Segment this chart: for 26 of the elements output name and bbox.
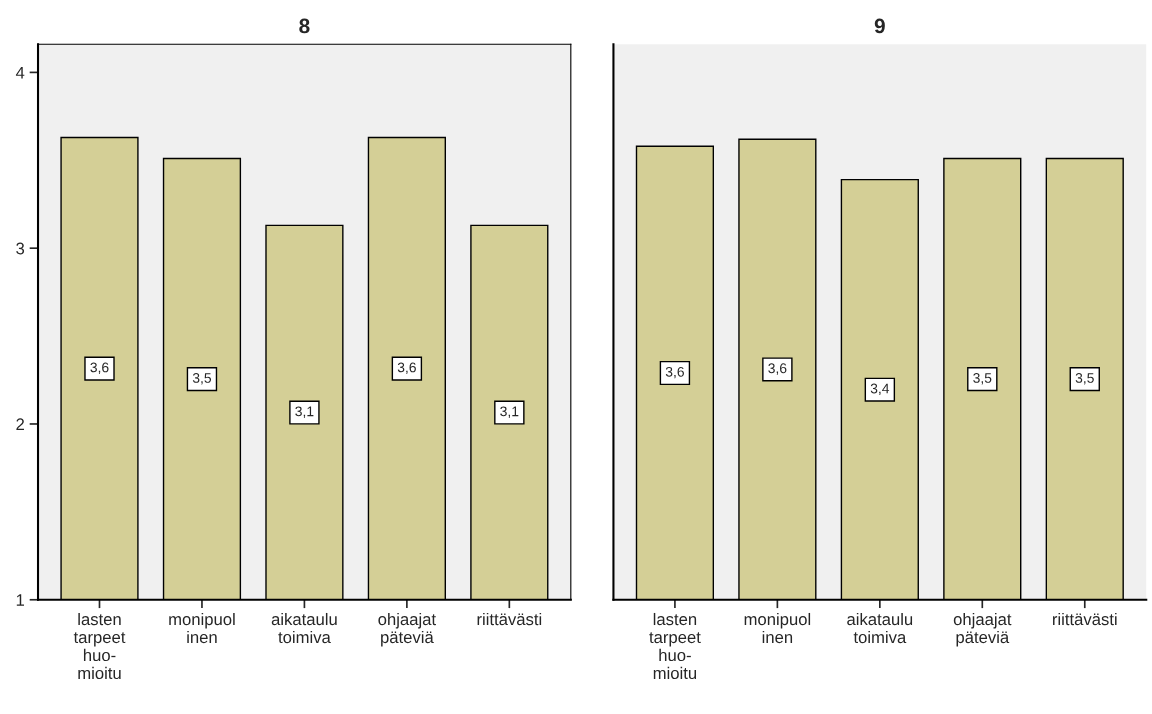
data-label: 3,6 — [397, 362, 416, 374]
x-tick-label: riittävästi — [1052, 612, 1117, 626]
x-tick-label: lasten tarpeet huo- mioitu — [73, 612, 126, 680]
data-label: 3,1 — [500, 406, 519, 418]
y-tick-label: 2 — [16, 418, 24, 431]
x-tick-label: riittävästi — [477, 612, 542, 626]
x-tick-label: monipuol inen — [744, 612, 811, 644]
data-label: 3,4 — [870, 383, 890, 396]
x-tick-label: aikataulu toimiva — [847, 612, 913, 644]
data-label: 3,1 — [295, 406, 314, 418]
x-tick-label: aikataulu toimiva — [271, 612, 337, 644]
data-label: 3,5 — [973, 373, 992, 385]
data-label: 3,5 — [192, 373, 212, 385]
chart-title: 8 — [299, 18, 310, 34]
y-tick-label: 4 — [15, 66, 25, 79]
y-tick-label: 3 — [16, 242, 25, 255]
data-label: 3,5 — [1075, 373, 1094, 385]
chart-title: 9 — [874, 18, 885, 34]
x-tick-label: monipuol inen — [169, 612, 235, 644]
y-tick-label: 1 — [16, 594, 25, 606]
data-label: 3,6 — [768, 363, 787, 375]
x-tick-label: lasten tarpeet huo- mioitu — [649, 612, 701, 680]
x-tick-label: ohjaajat päteviä — [378, 612, 436, 647]
x-tick-label: ohjaajat päteviä — [953, 612, 1012, 647]
data-label: 3,6 — [665, 366, 684, 379]
data-label: 3,6 — [90, 362, 109, 374]
